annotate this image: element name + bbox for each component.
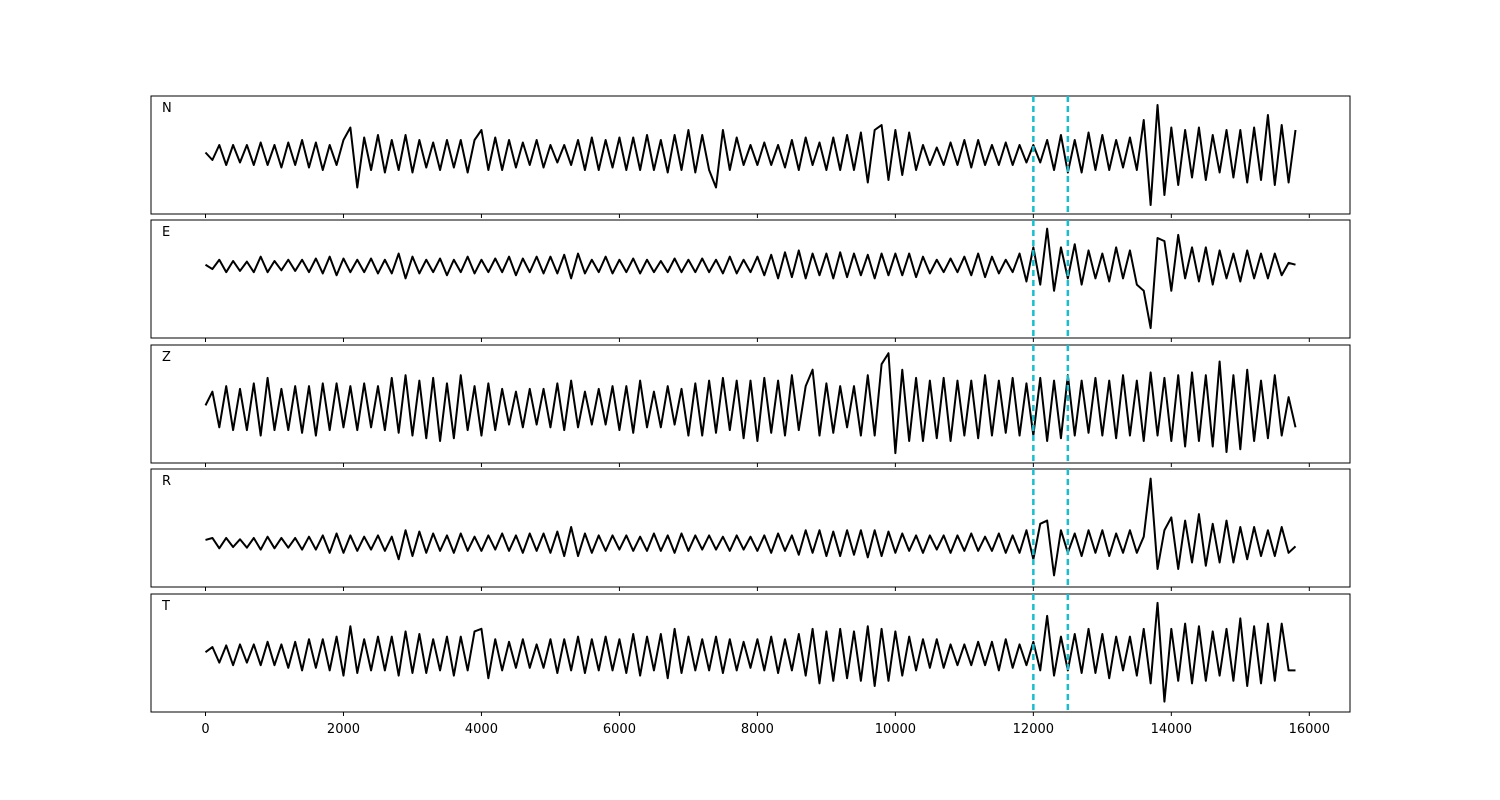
panel-frame xyxy=(150,344,1351,464)
panel-label: T xyxy=(161,599,170,614)
x-tick-label: 16000 xyxy=(1289,722,1330,737)
panel-label: R xyxy=(162,474,171,489)
x-tick-label: 14000 xyxy=(1151,722,1192,737)
x-tick-label: 6000 xyxy=(603,722,636,737)
panel-frame xyxy=(150,95,1351,215)
panel-frame xyxy=(150,468,1351,588)
x-tick-label: 2000 xyxy=(327,722,360,737)
panel-label: Z xyxy=(162,350,171,365)
x-tick-label: 4000 xyxy=(465,722,498,737)
x-tick-label: 0 xyxy=(201,722,209,737)
x-tick-label: 8000 xyxy=(741,722,774,737)
panel-frame xyxy=(150,593,1351,713)
x-tick-label: 10000 xyxy=(875,722,916,737)
x-tick-label: 12000 xyxy=(1013,722,1054,737)
trace xyxy=(204,601,1296,703)
trace xyxy=(204,352,1297,455)
panel-frame xyxy=(150,219,1351,339)
panel-label: N xyxy=(162,101,172,116)
trace xyxy=(205,477,1297,577)
trace xyxy=(204,227,1296,330)
panel-label: E xyxy=(162,225,170,240)
trace xyxy=(204,104,1297,206)
